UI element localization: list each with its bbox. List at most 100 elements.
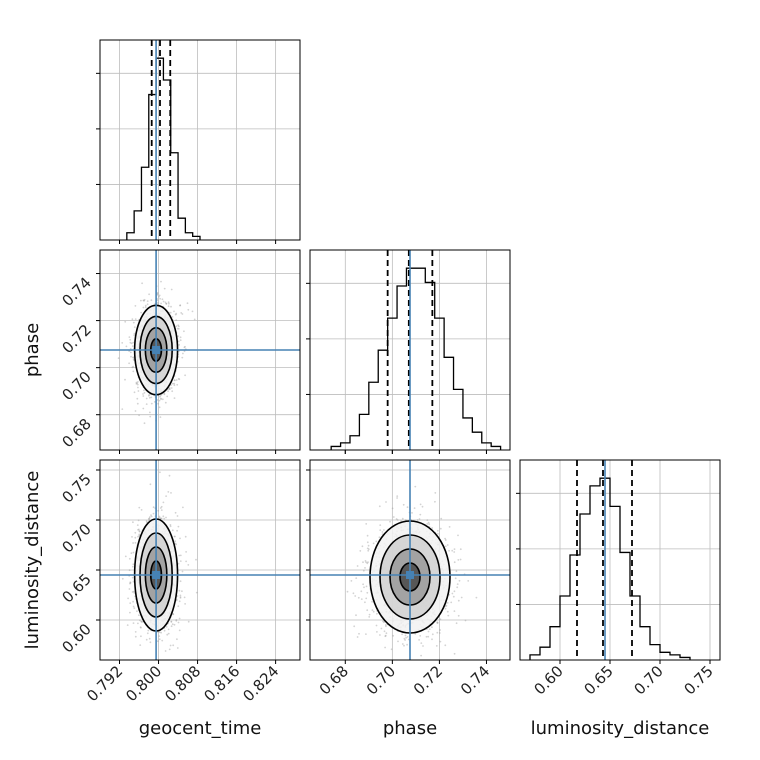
sample-point [179,560,182,562]
sample-point [365,633,367,635]
sample-point [177,327,180,330]
sample-point [133,334,136,336]
sample-point [168,474,171,477]
hist-line-geocent_time [126,57,201,240]
sample-point [178,350,180,353]
sample-point [457,614,460,617]
sample-point [131,345,134,347]
sample-point [131,318,134,321]
sample-point [391,507,394,510]
sample-point [406,643,408,646]
sample-point [139,644,142,646]
sample-point [134,305,137,307]
sample-point [418,639,420,641]
sample-point [167,491,170,493]
sample-point [132,622,135,624]
sample-point [183,346,186,349]
sample-point [191,310,194,313]
sample-point [143,422,146,425]
sample-point [173,379,176,382]
sample-point [177,335,179,338]
sample-point [129,341,132,344]
sample-point [136,610,138,613]
sample-point [129,351,132,354]
sample-point [445,604,448,607]
sample-point [159,471,161,474]
sample-point [401,633,403,636]
sample-point [163,392,166,395]
sample-point [144,306,147,309]
sample-point [362,561,364,564]
sample-point [401,517,404,520]
sample-point [363,586,365,589]
sample-point [160,398,162,400]
sample-point [140,635,142,638]
sample-point [367,549,370,552]
sample-point [177,525,180,528]
sample-point [142,299,145,302]
sample-point [184,603,187,605]
sample-point [150,402,153,405]
sample-point [134,531,137,534]
sample-point [133,607,136,609]
sample-point [352,592,355,595]
sample-point [169,525,172,528]
sample-point [404,634,407,637]
sample-point [178,344,181,346]
sample-point [356,636,359,638]
sample-point [379,529,382,531]
sample-point [156,292,159,295]
sample-point [127,597,129,600]
sample-point [173,382,176,385]
sample-point [177,340,180,343]
sample-point [414,665,416,667]
hist-frame-geocent_time [99,39,301,241]
sample-point [174,313,177,316]
sample-point [162,515,165,518]
sample-point [392,516,395,518]
sample-point [416,519,419,521]
sample-point [157,509,160,512]
sample-point [138,614,140,617]
sample-point [371,609,374,611]
sample-point [185,560,188,563]
sample-point [129,602,132,604]
sample-point [173,535,176,538]
y-tick-label: 0.70 [58,368,94,404]
sample-point [146,303,149,306]
sample-point [365,561,367,564]
sample-point [140,626,142,629]
sample-point [152,506,155,509]
sample-point [132,370,135,373]
sample-point [142,407,145,410]
sample-point [148,293,151,296]
sample-point [173,397,176,399]
sample-point [146,632,149,635]
sample-point [139,619,141,622]
sample-point [136,382,139,385]
sample-point [175,379,178,381]
sample-point [149,483,152,486]
sample-point [448,526,451,528]
sample-point [138,530,141,533]
sample-point [134,410,137,412]
sample-point [150,299,153,302]
y-tick-label: 0.72 [58,321,94,357]
sample-point [453,652,456,655]
sample-point [171,529,174,532]
sample-point [383,529,385,531]
sample-point [177,562,180,565]
sample-point [177,325,180,328]
sample-point [375,540,378,543]
sample-point [128,362,131,365]
sample-point [378,536,381,539]
x-tick-label: 0.70 [363,662,399,698]
sample-point [164,650,167,652]
sample-point [367,561,369,564]
sample-point [125,345,128,348]
sample-point [145,403,148,405]
sample-point [169,311,172,314]
sample-point [179,594,182,597]
sample-point [179,336,182,339]
